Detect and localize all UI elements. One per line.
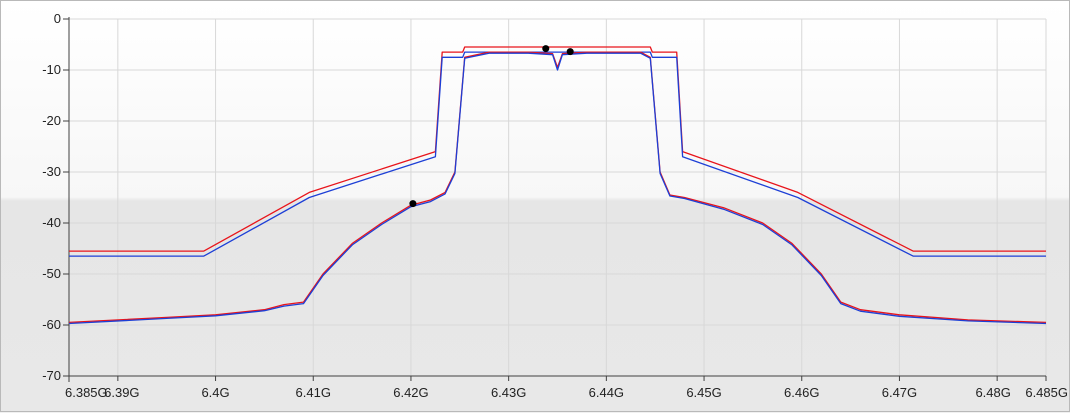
x-tick-label: 6.385G: [65, 385, 108, 400]
y-tick-label: -10: [42, 62, 61, 77]
x-tick-label: 6.46G: [784, 385, 819, 400]
y-tick-label: -60: [42, 317, 61, 332]
x-tick-label: 6.39G: [104, 385, 139, 400]
trace-marker-point[interactable]: [542, 45, 550, 53]
x-tick-label: 6.47G: [882, 385, 917, 400]
x-tick-label: 6.41G: [296, 385, 331, 400]
y-tick-label: -70: [42, 368, 61, 383]
x-tick-label: 6.45G: [686, 385, 721, 400]
x-tick-label: 6.4G: [201, 385, 229, 400]
y-tick-label: -40: [42, 215, 61, 230]
y-tick-label: -50: [42, 266, 61, 281]
trace-line: [69, 51, 1046, 257]
x-tick-label: 6.44G: [589, 385, 624, 400]
trace-series: [68, 46, 1047, 325]
grid-lines: [68, 18, 1047, 377]
trace-line: [68, 52, 1047, 325]
trace-markers[interactable]: [409, 45, 574, 208]
axes: [63, 17, 1047, 382]
x-tick-label: 6.48G: [975, 385, 1010, 400]
trace-line: [69, 46, 1046, 252]
y-tick-label: 0: [54, 11, 61, 26]
x-tick-label: 6.485G: [1025, 385, 1068, 400]
x-tick-label: 6.43G: [491, 385, 526, 400]
trace-marker-point[interactable]: [566, 48, 574, 56]
y-tick-label: -30: [42, 164, 61, 179]
y-tick-label: -20: [42, 113, 61, 128]
trace-marker-point[interactable]: [409, 200, 417, 208]
x-tick-label: 6.42G: [393, 385, 428, 400]
